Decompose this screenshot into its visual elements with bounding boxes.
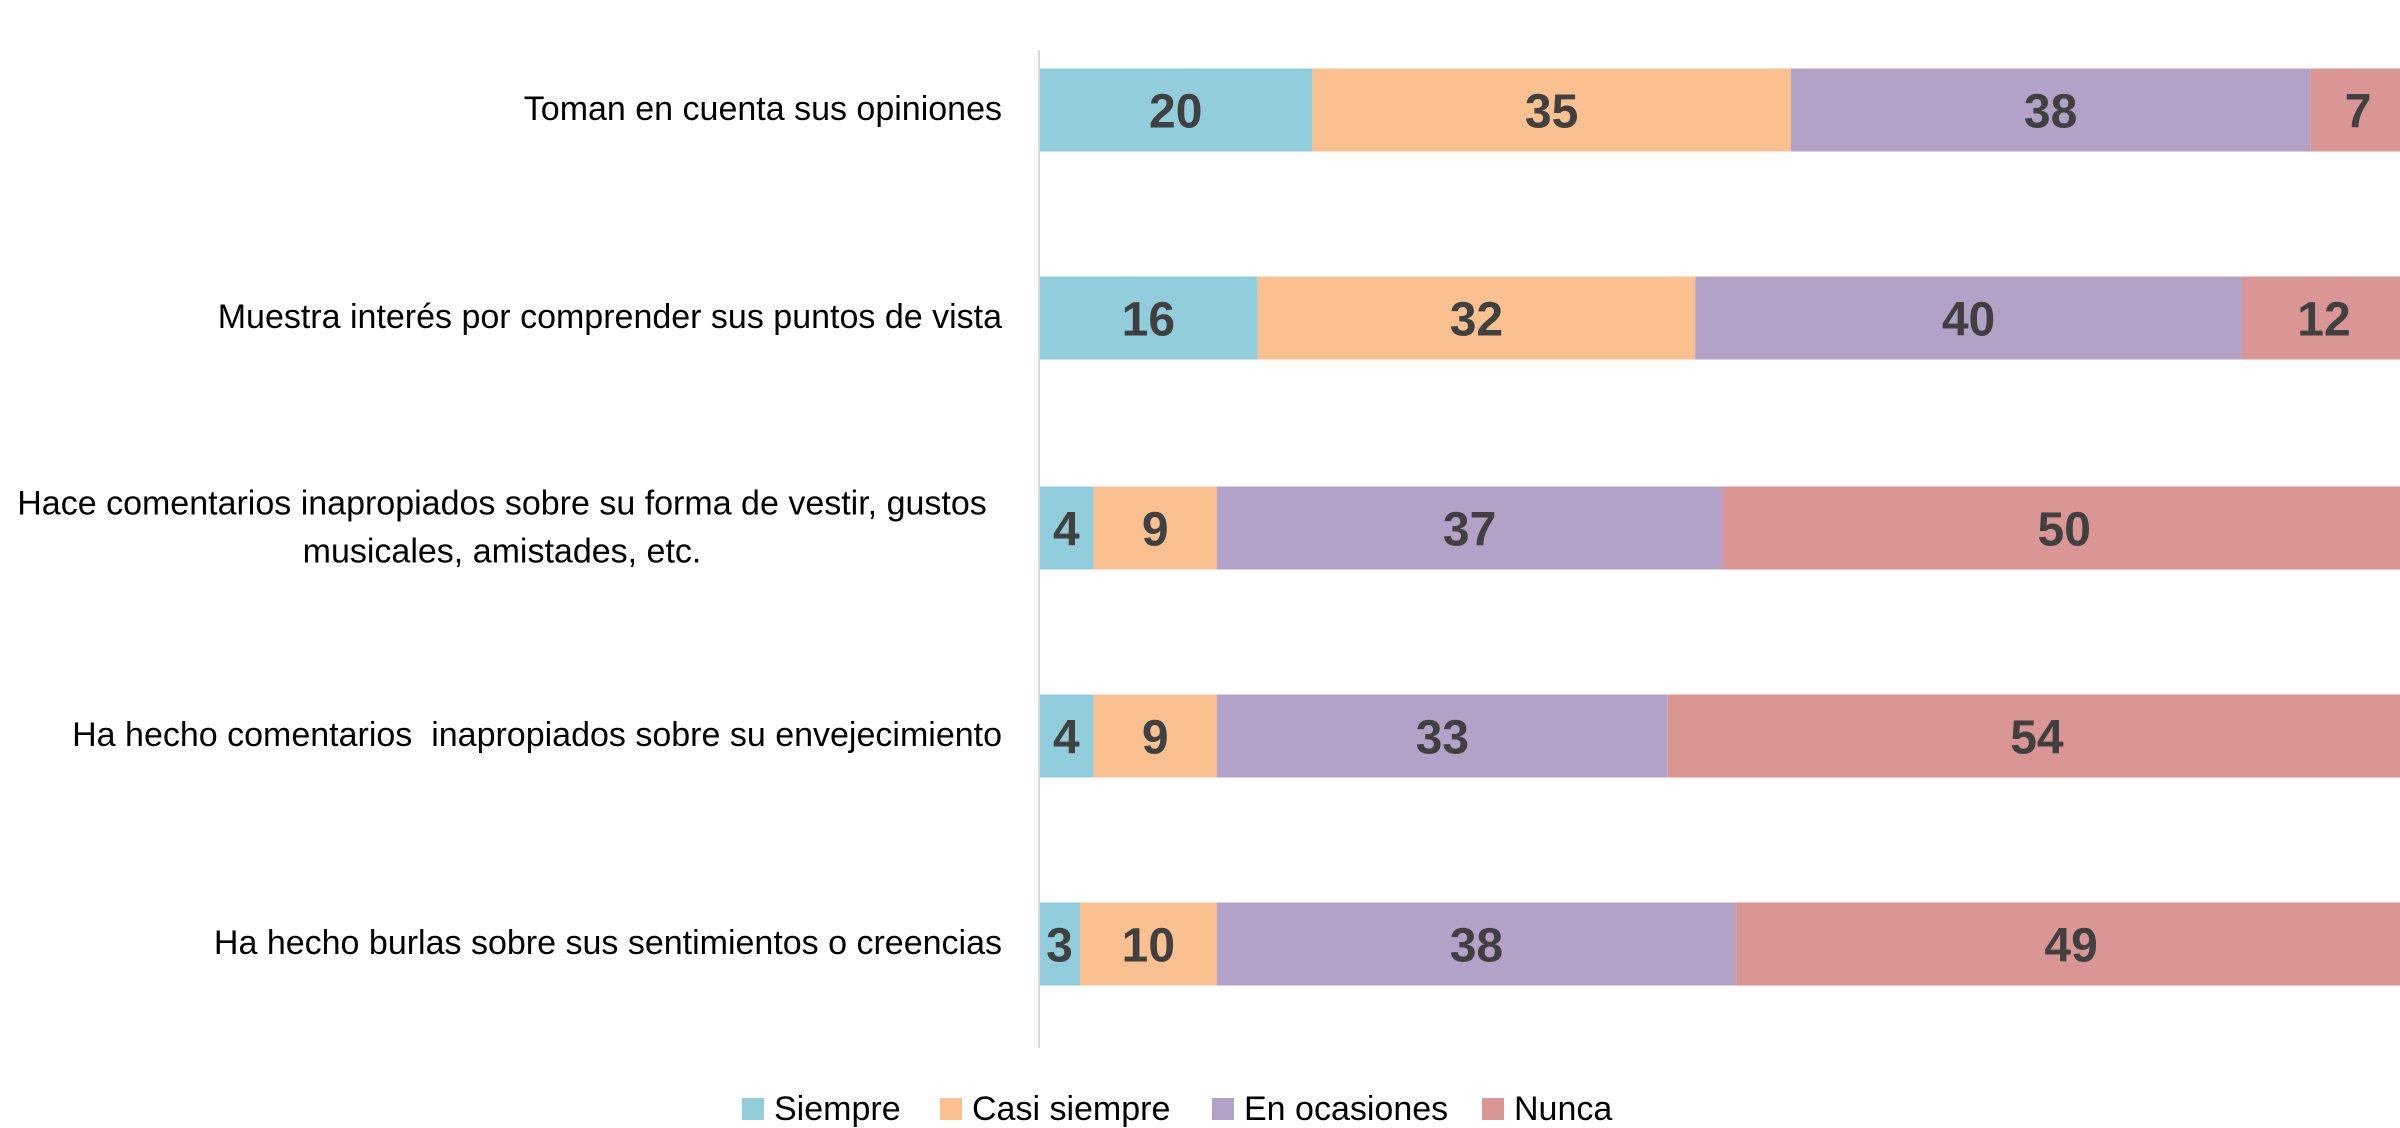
legend-swatch	[1482, 1098, 1504, 1120]
data-label: 12	[2297, 294, 2350, 347]
data-label: 3	[1046, 920, 1073, 973]
legend-swatch	[940, 1098, 962, 1120]
bar-segment	[1667, 694, 2400, 778]
bar-segment	[1080, 902, 1217, 986]
data-label: 20	[1149, 86, 1202, 139]
data-label: 40	[1942, 294, 1995, 347]
bar-segment	[1736, 902, 2400, 986]
legend-label: Siempre	[774, 1090, 901, 1128]
data-label: 49	[2044, 920, 2097, 973]
bar-segment	[1093, 486, 1217, 570]
data-label: 4	[1053, 712, 1080, 765]
category-label: Hace comentarios inapropiados sobre su f…	[17, 484, 997, 570]
category-label-box: Hace comentarios inapropiados sobre su f…	[2, 480, 1002, 575]
bar-segment	[2241, 276, 2400, 360]
data-label: 50	[2038, 504, 2091, 557]
legend-label: En ocasiones	[1244, 1090, 1448, 1128]
bar-segment	[1216, 486, 1723, 570]
data-label: 9	[1142, 712, 1169, 765]
data-label: 32	[1450, 294, 1503, 347]
category-label-box: Ha hecho burlas sobre sus sentimientos o…	[2, 920, 1002, 968]
bar-segment	[1216, 694, 1668, 778]
data-label: 38	[2024, 86, 2077, 139]
data-label: 54	[2010, 712, 2064, 765]
data-label: 35	[1525, 86, 1578, 139]
bar-segment	[1257, 276, 1696, 360]
bar-segment	[1039, 694, 1094, 778]
category-label: Ha hecho comentarios inapropiados sobre …	[72, 716, 1002, 755]
bar-segment	[2310, 68, 2400, 152]
bar-segment	[1093, 694, 1217, 778]
data-label: 4	[1053, 504, 1080, 557]
data-label: 37	[1443, 504, 1496, 557]
legend-swatch	[742, 1098, 764, 1120]
data-label: 9	[1142, 504, 1169, 557]
category-label: Toman en cuenta sus opiniones	[523, 90, 1002, 129]
bar-segment	[1216, 902, 1737, 986]
bar-segment	[1722, 486, 2400, 570]
bar-segment	[1039, 902, 1081, 986]
category-label-box: Ha hecho comentarios inapropiados sobre …	[2, 712, 1002, 760]
bar-segment	[1312, 68, 1791, 152]
data-label: 38	[1450, 920, 1503, 973]
legend-swatch	[1212, 1098, 1234, 1120]
bar-segment	[1039, 276, 1258, 360]
bar-segment	[1695, 276, 2242, 360]
bar-segment	[1039, 486, 1094, 570]
data-label: 16	[1122, 294, 1175, 347]
bar-segment	[1790, 68, 2311, 152]
category-label: Ha hecho burlas sobre sus sentimientos o…	[213, 924, 1002, 963]
category-label-box: Muestra interés por comprender sus punto…	[2, 294, 1002, 342]
category-label: Muestra interés por comprender sus punto…	[217, 298, 1002, 337]
data-label: 33	[1416, 712, 1469, 765]
category-label-box: Toman en cuenta sus opiniones	[2, 86, 1002, 134]
bar-segment	[1039, 68, 1313, 152]
legend-label: Nunca	[1514, 1090, 1612, 1128]
legend-label: Casi siempre	[972, 1090, 1170, 1128]
data-label: 10	[1122, 920, 1175, 973]
data-label: 7	[2345, 86, 2372, 139]
